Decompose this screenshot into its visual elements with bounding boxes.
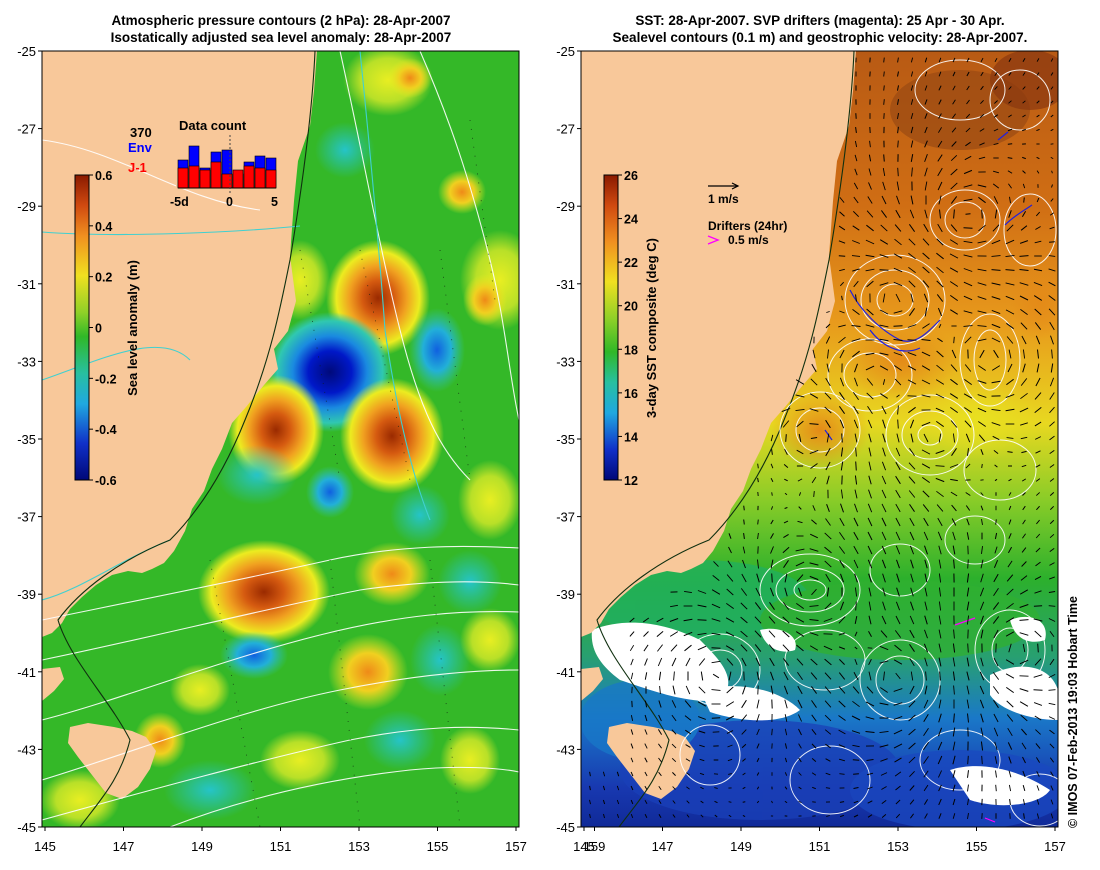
- left-lat-tick-4: -33: [17, 354, 36, 369]
- right-title-line1: SST: 28-Apr-2007. SVP drifters (magenta)…: [635, 13, 1005, 28]
- sla-colorbar-tick-5: -0.4: [95, 423, 117, 437]
- right-lat-tick-5: -35: [556, 432, 575, 447]
- left-lat-tick-7: -39: [17, 587, 36, 602]
- right-lon-tick-0: 145: [573, 839, 595, 854]
- right-lon-tick-4: 153: [887, 839, 909, 854]
- inset-bar-j1-5: [232, 169, 244, 189]
- left-lat-tick-1: -27: [17, 122, 36, 137]
- right-lon-tick-6: 157: [1044, 839, 1066, 854]
- left-lat-tick-10: -45: [17, 820, 36, 835]
- right-lat-tick-7: -39: [556, 587, 575, 602]
- inset-bar-j1-3: [210, 161, 222, 189]
- sla-colorbar-label: Sea level anomaly (m): [125, 260, 140, 396]
- velocity-scale-arrowhead: [731, 182, 740, 190]
- sst-colorbar-tick-1: 24: [624, 213, 638, 227]
- sst-colorbar: [603, 174, 619, 481]
- left-lon-tick-4: 153: [348, 839, 370, 854]
- right-lon-tick-1: 147: [652, 839, 674, 854]
- sla-colorbar-tick-3: 0: [95, 322, 102, 336]
- right-lon-tick-5: 155: [966, 839, 988, 854]
- left-lon-tick-3: 151: [270, 839, 292, 854]
- right-lat-tick-8: -41: [556, 665, 575, 680]
- inset-xtick-neg: -5d: [170, 195, 189, 209]
- inset-count: 370: [130, 125, 152, 140]
- left-lon-tick-5: 155: [427, 839, 449, 854]
- left-lat-tick-2: -29: [17, 199, 36, 214]
- right-title: SST: 28-Apr-2007. SVP drifters (magenta)…: [570, 12, 1070, 46]
- sla-colorbar-tick-4: -0.2: [95, 372, 117, 386]
- sst-colorbar-tick-2: 22: [624, 256, 638, 270]
- sst-map: [581, 51, 1058, 827]
- inset-bar-j1-8: [265, 169, 277, 189]
- inset-title: Data count: [179, 118, 247, 133]
- left-lat-tick-6: -37: [17, 510, 36, 525]
- right-lat-tick-4: -33: [556, 354, 575, 369]
- inset-xtick-pos: 5: [271, 195, 278, 209]
- sst-colorbar-tick-5: 16: [624, 387, 638, 401]
- left-lon-tick-0: 145: [34, 839, 56, 854]
- left-lat-tick-8: -41: [17, 665, 36, 680]
- left-lat-tick-5: -35: [17, 432, 36, 447]
- inset-bar-j1-6: [243, 165, 255, 189]
- right-lat-tick-9: -43: [556, 742, 575, 757]
- right-lat-tick-10: -45: [556, 820, 575, 835]
- sst-colorbar-tick-3: 20: [624, 300, 638, 314]
- inset-bar-j1-0: [177, 167, 189, 189]
- drifters-label: Drifters (24hr): [708, 219, 787, 233]
- right-lat-tick-3: -31: [556, 277, 575, 292]
- left-lat-tick-3: -31: [17, 277, 36, 292]
- sla-colorbar: [74, 174, 90, 481]
- left-lat-tick-9: -43: [17, 742, 36, 757]
- velocity-scale-label: 1 m/s: [708, 192, 739, 206]
- right-lat-tick-1: -27: [556, 122, 575, 137]
- left-lon-tick-7: 159: [584, 839, 606, 854]
- inset-series-j1: J-1: [128, 160, 147, 175]
- inset-bar-j1-2: [199, 169, 211, 189]
- sst-colorbar-tick-6: 14: [624, 430, 638, 444]
- inset-bar-j1-7: [254, 167, 266, 189]
- sla-colorbar-tick-6: -0.6: [95, 474, 117, 488]
- right-lon-tick-2: 149: [730, 839, 752, 854]
- left-title-line2: Isostatically adjusted sea level anomaly…: [110, 30, 452, 45]
- left-lat-tick-0: -25: [17, 44, 36, 59]
- copyright-credit: © IMOS 07-Feb-2013 19:03 Hobart Time: [1066, 596, 1080, 828]
- sla-colorbar-tick-1: 0.4: [95, 220, 112, 234]
- velocity-legend: 1 m/s Drifters (24hr) 0.5 m/s: [707, 182, 787, 247]
- sla-colorbar-ticks: 0.6 0.4 0.2 0 -0.2 -0.4 -0.6: [89, 169, 117, 488]
- drifters-speed: 0.5 m/s: [728, 233, 769, 247]
- data-count-inset: Data count 370 Env J-1 -5d 0 5: [128, 118, 278, 209]
- inset-bar-j1-1: [188, 165, 200, 189]
- left-lon-tick-6: 157: [505, 839, 527, 854]
- right-lat-tick-2: -29: [556, 199, 575, 214]
- inset-series-env: Env: [128, 140, 153, 155]
- left-lon-tick-2: 149: [191, 839, 213, 854]
- left-lon-tick-1: 147: [113, 839, 135, 854]
- right-title-line2: Sealevel contours (0.1 m) and geostrophi…: [612, 30, 1028, 45]
- left-title: Atmospheric pressure contours (2 hPa): 2…: [42, 12, 520, 46]
- right-lat-tick-6: -37: [556, 510, 575, 525]
- sla-colorbar-tick-2: 0.2: [95, 271, 112, 285]
- right-lat-tick-0: -25: [556, 44, 575, 59]
- drifter-arrow-icon: [707, 235, 720, 245]
- sst-colorbar-label: 3-day SST composite (deg C): [644, 238, 659, 418]
- right-lon-tick-3: 151: [809, 839, 831, 854]
- sst-colorbar-tick-0: 26: [624, 169, 638, 183]
- sla-colorbar-tick-0: 0.6: [95, 169, 112, 183]
- sst-colorbar-ticks: 26 24 22 20 18 16 14 12: [618, 169, 638, 488]
- geostrophic-velocity-vectors: [589, 57, 1056, 819]
- sst-colorbar-tick-7: 12: [624, 474, 638, 488]
- sst-colorbar-tick-4: 18: [624, 343, 638, 357]
- left-title-line1: Atmospheric pressure contours (2 hPa): 2…: [111, 13, 451, 28]
- inset-xtick-zero: 0: [226, 195, 233, 209]
- sea-level-anomaly-map: [42, 51, 519, 827]
